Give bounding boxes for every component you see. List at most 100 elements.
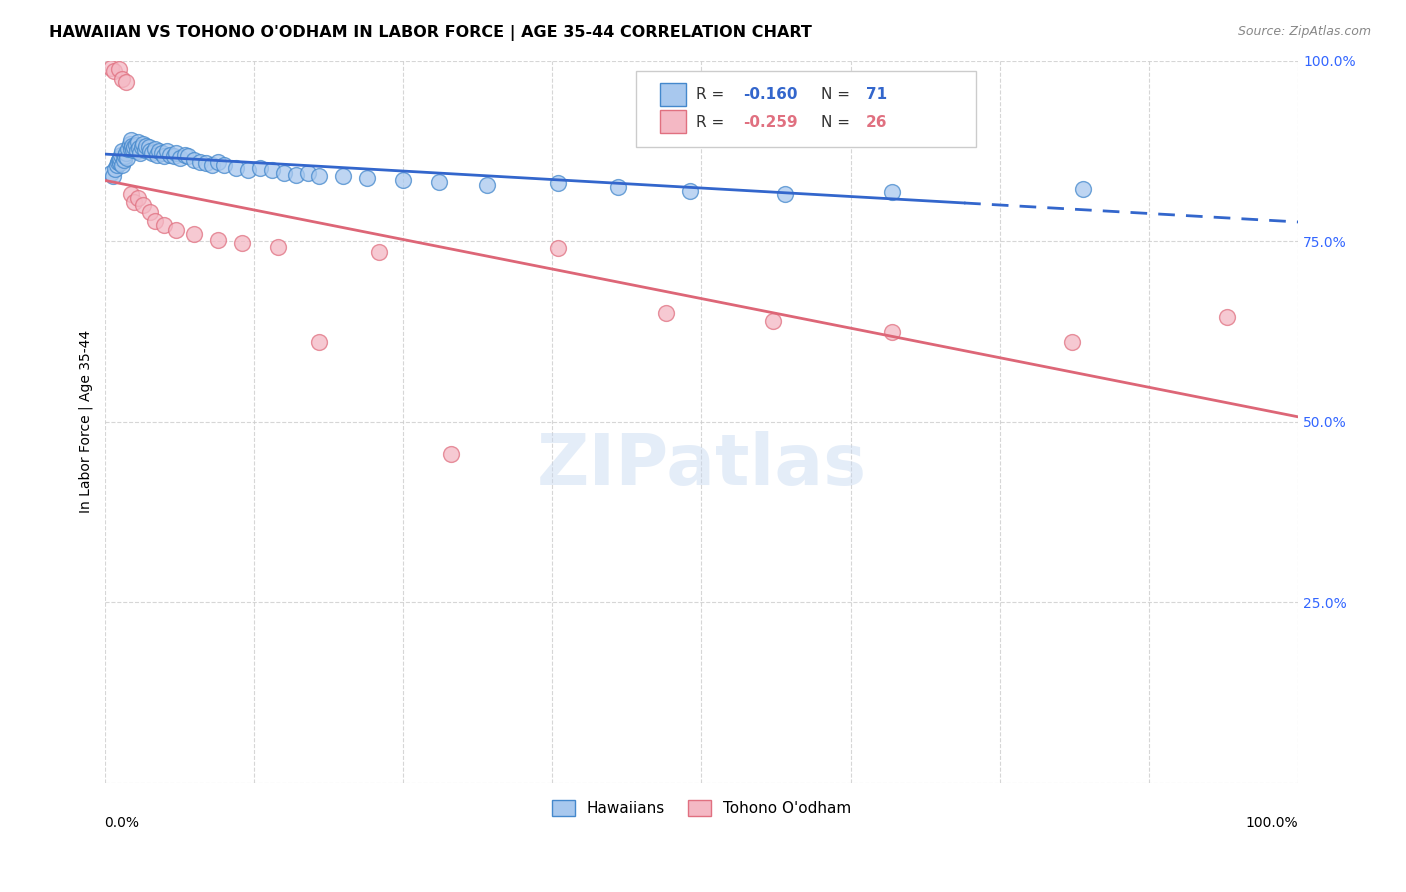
Point xyxy=(141,146,163,161)
Point xyxy=(114,149,136,163)
Point xyxy=(118,136,141,151)
Point xyxy=(1073,182,1095,196)
Point xyxy=(308,335,330,350)
Point xyxy=(117,142,139,156)
Point xyxy=(104,161,127,176)
FancyBboxPatch shape xyxy=(636,71,976,147)
Point xyxy=(120,133,142,147)
Point xyxy=(124,138,146,153)
Point xyxy=(124,194,146,209)
Text: HAWAIIAN VS TOHONO O'ODHAM IN LABOR FORCE | AGE 35-44 CORRELATION CHART: HAWAIIAN VS TOHONO O'ODHAM IN LABOR FORC… xyxy=(49,25,813,41)
Point xyxy=(103,64,125,78)
Point xyxy=(236,163,259,178)
Point xyxy=(201,158,224,172)
Point xyxy=(177,149,200,163)
Text: 0.0%: 0.0% xyxy=(104,815,139,830)
Point xyxy=(225,161,247,175)
Point xyxy=(143,214,166,228)
Point xyxy=(173,147,195,161)
Point xyxy=(1216,310,1239,324)
Point xyxy=(266,240,288,254)
Point xyxy=(249,161,271,175)
Point xyxy=(169,151,191,165)
Point xyxy=(654,306,676,320)
Point xyxy=(368,245,391,260)
Point xyxy=(135,139,157,153)
FancyBboxPatch shape xyxy=(659,83,686,106)
Point xyxy=(207,233,229,247)
FancyBboxPatch shape xyxy=(659,110,686,133)
Point xyxy=(117,151,139,165)
Point xyxy=(547,242,569,256)
Point xyxy=(111,71,134,86)
Point xyxy=(356,170,378,185)
Point xyxy=(163,149,186,163)
Point xyxy=(110,147,132,161)
Point xyxy=(183,227,205,241)
Point xyxy=(148,144,170,158)
Point xyxy=(111,158,134,172)
Point xyxy=(606,180,628,194)
Point xyxy=(332,169,354,184)
Point xyxy=(146,147,169,161)
Point xyxy=(139,205,162,219)
Point xyxy=(132,136,155,151)
Point xyxy=(284,168,307,182)
Point xyxy=(111,144,134,158)
Point xyxy=(762,314,785,328)
Point xyxy=(678,184,700,198)
Point xyxy=(273,166,295,180)
Point xyxy=(125,144,148,158)
Point xyxy=(115,75,138,89)
Point xyxy=(153,219,176,233)
Text: -0.259: -0.259 xyxy=(744,114,797,129)
Point xyxy=(882,185,904,199)
Text: Source: ZipAtlas.com: Source: ZipAtlas.com xyxy=(1237,25,1371,38)
Point xyxy=(207,154,229,169)
Point xyxy=(139,144,162,158)
Point xyxy=(308,169,330,184)
Point xyxy=(100,166,122,180)
Point xyxy=(108,62,131,77)
Point xyxy=(128,141,150,155)
Point xyxy=(159,147,181,161)
Point xyxy=(112,153,135,168)
Point xyxy=(143,142,166,156)
Point xyxy=(212,158,235,172)
Text: R =: R = xyxy=(696,87,728,102)
Point xyxy=(121,139,143,153)
Point xyxy=(150,146,173,161)
Point xyxy=(115,146,138,161)
Point xyxy=(1060,335,1083,350)
Point xyxy=(882,325,904,339)
Point xyxy=(138,140,160,154)
Point xyxy=(440,447,463,461)
Point xyxy=(100,61,122,75)
Text: N =: N = xyxy=(821,114,855,129)
Point xyxy=(195,156,218,170)
Point xyxy=(297,166,319,180)
Point xyxy=(108,153,131,168)
Point xyxy=(132,198,155,212)
Point xyxy=(120,142,142,156)
Point xyxy=(183,153,205,168)
Legend: Hawaiians, Tohono O'odham: Hawaiians, Tohono O'odham xyxy=(546,794,858,822)
Text: 26: 26 xyxy=(866,114,887,129)
Point xyxy=(134,143,156,157)
Text: 71: 71 xyxy=(866,87,887,102)
Text: -0.160: -0.160 xyxy=(744,87,797,102)
Text: R =: R = xyxy=(696,114,728,129)
Point xyxy=(773,187,796,202)
Point xyxy=(127,191,149,205)
Point xyxy=(105,158,128,172)
Point xyxy=(107,154,129,169)
Point xyxy=(124,140,146,154)
Point xyxy=(108,156,131,170)
Point xyxy=(131,140,153,154)
Point xyxy=(392,173,415,187)
Point xyxy=(231,235,253,250)
Text: N =: N = xyxy=(821,87,855,102)
Point xyxy=(547,177,569,191)
Point xyxy=(188,154,211,169)
Y-axis label: In Labor Force | Age 35-44: In Labor Force | Age 35-44 xyxy=(79,330,93,514)
